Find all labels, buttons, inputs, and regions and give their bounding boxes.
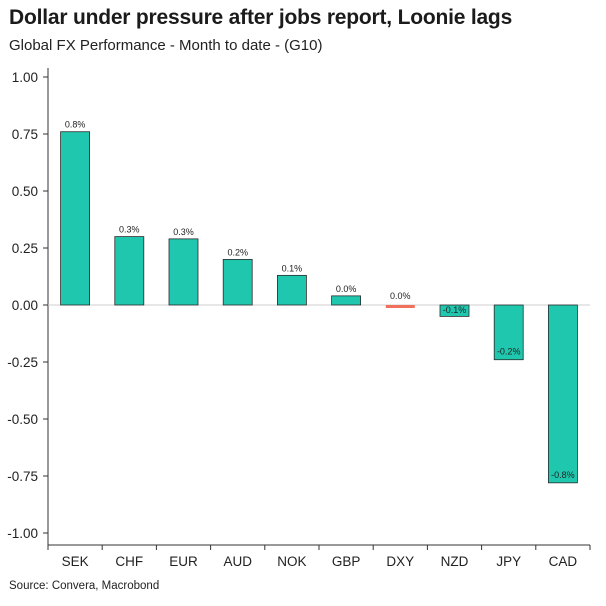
- y-tick-label: 0.75: [12, 127, 38, 142]
- bar-aud: [222, 258, 253, 306]
- y-tick-label: 0.00: [12, 298, 38, 313]
- y-tick-label: 0.25: [12, 241, 38, 256]
- x-tick-label: JPY: [496, 554, 521, 569]
- x-tick-label: CHF: [115, 554, 143, 569]
- source-note: Source: Convera, Macrobond: [9, 580, 160, 592]
- chart-subtitle: Global FX Performance - Month to date - …: [9, 37, 323, 54]
- data-label-dxy: 0.0%: [390, 291, 411, 301]
- data-label-eur: 0.3%: [173, 227, 194, 237]
- x-tick-label: NZD: [441, 554, 469, 569]
- x-tick-label: SEK: [62, 554, 89, 569]
- data-label-nok: 0.1%: [282, 263, 303, 273]
- data-label-chf: 0.3%: [119, 225, 140, 235]
- x-tick-label: DXY: [386, 554, 414, 569]
- data-label-aud: 0.2%: [227, 247, 248, 257]
- data-label-gbp: 0.0%: [336, 284, 357, 294]
- bar-nok: [276, 274, 307, 306]
- x-tick-label: AUD: [223, 554, 252, 569]
- data-label-jpy: -0.2%: [497, 347, 521, 357]
- bar-eur: [168, 238, 199, 306]
- x-tick-label: CAD: [549, 554, 578, 569]
- bar-nzd: [439, 304, 470, 317]
- chart-title: Dollar under pressure after jobs report,…: [9, 6, 513, 29]
- bar-dxy: [385, 305, 415, 308]
- y-tick-label: 1.00: [12, 70, 38, 85]
- bar-gbp: [331, 295, 362, 306]
- data-label-cad: -0.8%: [551, 470, 575, 480]
- bar-sek: [60, 131, 90, 306]
- y-tick-label: 0.50: [12, 184, 38, 199]
- data-label-nzd: -0.1%: [443, 305, 467, 315]
- y-tick-label: -0.25: [7, 355, 38, 370]
- data-label-sek: 0.8%: [65, 120, 86, 130]
- x-tick-label: GBP: [332, 554, 361, 569]
- x-tick-label: EUR: [169, 554, 198, 569]
- bar-cad: [548, 304, 578, 484]
- y-tick-label: -0.75: [7, 469, 38, 484]
- x-tick-label: NOK: [277, 554, 306, 569]
- bar-jpy: [493, 304, 524, 361]
- y-tick-label: -0.50: [7, 412, 38, 427]
- bar-chf: [114, 236, 145, 306]
- y-tick-label: -1.00: [7, 526, 38, 541]
